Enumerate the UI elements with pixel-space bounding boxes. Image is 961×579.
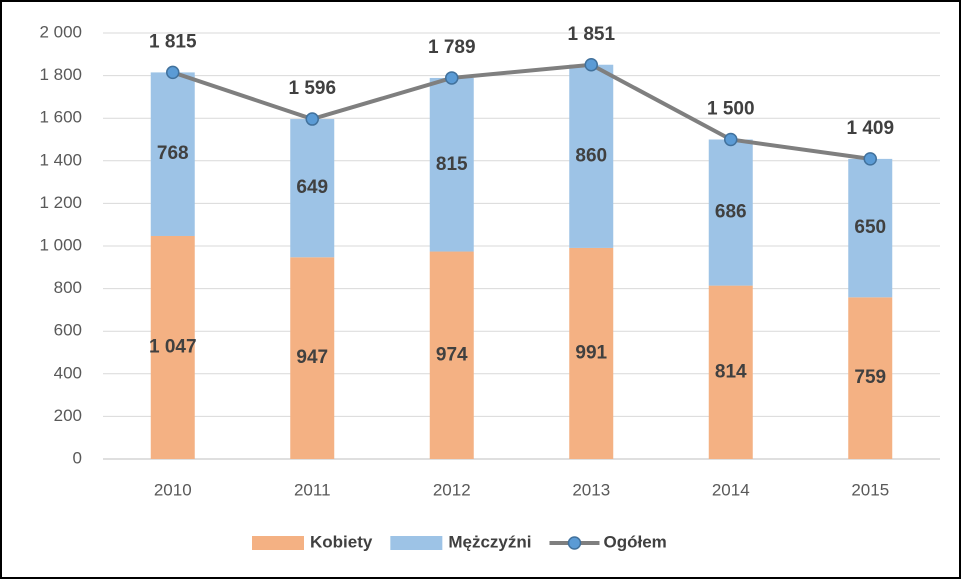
bar-label: 814 (715, 361, 747, 382)
bar-segment (290, 257, 335, 459)
bar-label: 1 047 (149, 337, 197, 358)
legend-swatch (390, 536, 443, 550)
bar-segment (150, 235, 195, 459)
bar-segment (290, 119, 335, 258)
y-tick-label: 1 000 (39, 235, 82, 254)
line-label: 1 789 (428, 37, 476, 58)
bar-label: 650 (854, 217, 886, 238)
bar-segment (569, 247, 614, 459)
bar-label: 815 (436, 154, 468, 175)
bar-label: 759 (854, 367, 886, 388)
y-tick-label: 1 200 (39, 193, 82, 212)
line-label: 1 596 (288, 78, 336, 99)
bar-segment (708, 139, 753, 286)
x-tick-label: 2010 (154, 480, 192, 499)
line (172, 62, 871, 161)
legend-label: Ogółem (603, 532, 666, 551)
line-label: 1 409 (846, 118, 894, 139)
bar-segment (429, 77, 474, 252)
line-marker (166, 65, 180, 80)
bar-segment (150, 72, 195, 236)
legend-marker (567, 536, 582, 550)
legend-swatch (252, 536, 304, 550)
y-tick-label: 0 (73, 448, 82, 467)
bar-label: 974 (436, 344, 468, 365)
y-tick-label: 2 000 (39, 22, 82, 41)
bar-label: 860 (575, 145, 607, 166)
x-tick-label: 2015 (851, 480, 889, 499)
x-tick-label: 2014 (712, 480, 750, 499)
bar-label: 768 (157, 143, 189, 164)
bar-segment (708, 285, 753, 459)
x-tick-label: 2012 (433, 480, 471, 499)
bar-segment (848, 158, 893, 298)
bar-label: 947 (296, 347, 328, 368)
line-marker (724, 132, 738, 147)
bar-segment (848, 297, 893, 459)
line-label: 1 815 (149, 31, 197, 52)
bar-segment (569, 64, 614, 248)
y-tick-label: 200 (54, 406, 82, 425)
legend-label: Kobiety (310, 532, 373, 551)
line-marker (863, 152, 877, 166)
x-tick-label: 2013 (572, 480, 610, 499)
y-tick-label: 1 800 (39, 65, 82, 84)
bar-label: 649 (296, 177, 328, 198)
y-tick-label: 1 600 (39, 108, 82, 127)
x-tick-label: 2011 (294, 480, 331, 499)
bar-label: 991 (575, 342, 607, 363)
line-marker (584, 57, 598, 72)
y-tick-label: 800 (54, 278, 82, 297)
bar-label: 686 (715, 202, 747, 223)
y-tick-label: 400 (54, 363, 82, 382)
line-marker (445, 71, 459, 85)
legend-label: Mężczyźni (448, 532, 531, 551)
y-tick-label: 600 (54, 321, 82, 340)
line-marker (305, 112, 319, 126)
bar-segment (429, 251, 474, 459)
line-label: 1 500 (707, 99, 755, 120)
line-label: 1 851 (567, 24, 615, 45)
y-tick-label: 1 400 (39, 150, 82, 169)
